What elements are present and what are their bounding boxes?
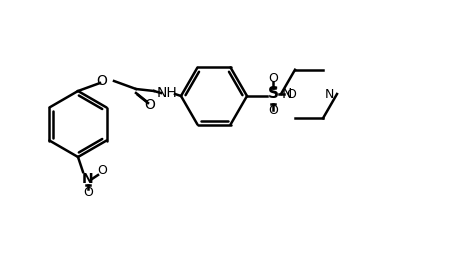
- Text: O: O: [286, 88, 296, 100]
- Text: O: O: [268, 104, 278, 116]
- Text: N: N: [82, 172, 94, 186]
- Text: N: N: [282, 87, 292, 101]
- Text: S: S: [268, 86, 279, 101]
- Text: O: O: [268, 72, 278, 85]
- Text: O: O: [144, 98, 156, 112]
- Text: O: O: [83, 187, 93, 199]
- Text: NH: NH: [156, 86, 177, 100]
- Text: O: O: [97, 165, 107, 178]
- Text: N: N: [324, 88, 334, 100]
- Text: O: O: [97, 74, 107, 88]
